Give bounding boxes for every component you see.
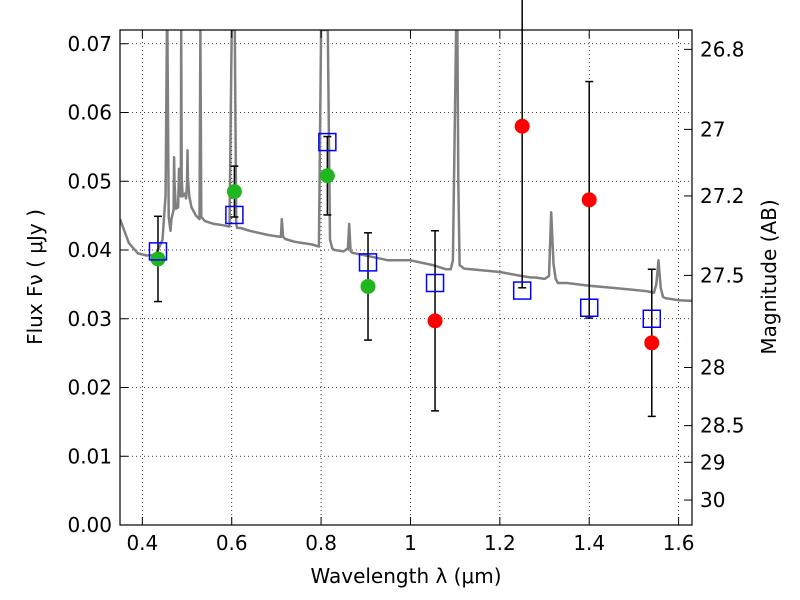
right-tick-label: 26.8 — [700, 37, 745, 61]
right-tick-label: 28 — [700, 356, 725, 380]
green-data-point — [360, 278, 376, 294]
model-square-point — [225, 205, 244, 225]
right-tick-label: 27.5 — [700, 263, 745, 287]
model-square-point — [148, 242, 168, 261]
right-tick-label: 27 — [700, 117, 725, 141]
green-data-point — [226, 184, 242, 200]
model-square-point — [512, 281, 532, 300]
y-tick-label: 0.03 — [67, 307, 112, 331]
model-spectrum-line — [120, 30, 692, 303]
y-tick-label: 0.00 — [67, 513, 112, 537]
y-tick-label: 0.05 — [67, 169, 112, 193]
model-square-point — [425, 273, 445, 293]
x-tick-label: 1.4 — [573, 531, 605, 555]
x-axis-label: Wavelength λ (μm) — [310, 564, 501, 588]
x-tick-label: 0.6 — [216, 531, 248, 555]
right-tick-label: 29 — [700, 450, 725, 474]
y-axis-left: 0.00 0.01 0.02 0.03 0.04 0.05 0.06 0.07 — [67, 32, 128, 537]
x-tick-label: 0.8 — [305, 531, 337, 555]
model-square-point — [318, 132, 337, 152]
y-tick-label: 0.01 — [67, 444, 112, 468]
y-tick-label: 0.04 — [67, 238, 112, 262]
green-data-point — [150, 251, 166, 267]
y-tick-label: 0.07 — [67, 32, 112, 56]
plot-area — [120, 30, 692, 525]
x-tick-label: 1.6 — [663, 531, 695, 555]
x-tick-label: 1 — [404, 531, 417, 555]
model-square-point — [642, 309, 662, 328]
red-data-point — [427, 313, 443, 329]
y-axis-right: 26.8 27 27.2 27.5 28 28.5 29 30 — [684, 37, 745, 512]
right-tick-label: 28.5 — [700, 414, 745, 438]
y-axis-label: Flux Fν ( μJy ) — [23, 209, 47, 345]
plot-frame — [119, 29, 693, 526]
right-tick-label: 30 — [700, 488, 725, 512]
model-square-point — [358, 253, 378, 272]
red-data-point — [644, 335, 660, 351]
x-tick-label: 0.4 — [126, 531, 158, 555]
x-tick-label: 1.2 — [484, 531, 516, 555]
data-marks — [148, 0, 662, 418]
red-data-point — [514, 118, 530, 134]
green-data-point — [319, 168, 335, 184]
red-data-point — [581, 192, 597, 208]
y-tick-label: 0.06 — [67, 101, 112, 125]
spectrum-layer — [120, 30, 692, 303]
y-axis-right-label: Magnitude (AB) — [757, 199, 781, 354]
right-tick-label: 27.2 — [700, 184, 745, 208]
x-axis: 0.4 0.6 0.8 1 1.2 1.4 1.6 — [126, 30, 695, 555]
model-square-point — [579, 298, 599, 317]
y-tick-label: 0.02 — [67, 376, 112, 400]
